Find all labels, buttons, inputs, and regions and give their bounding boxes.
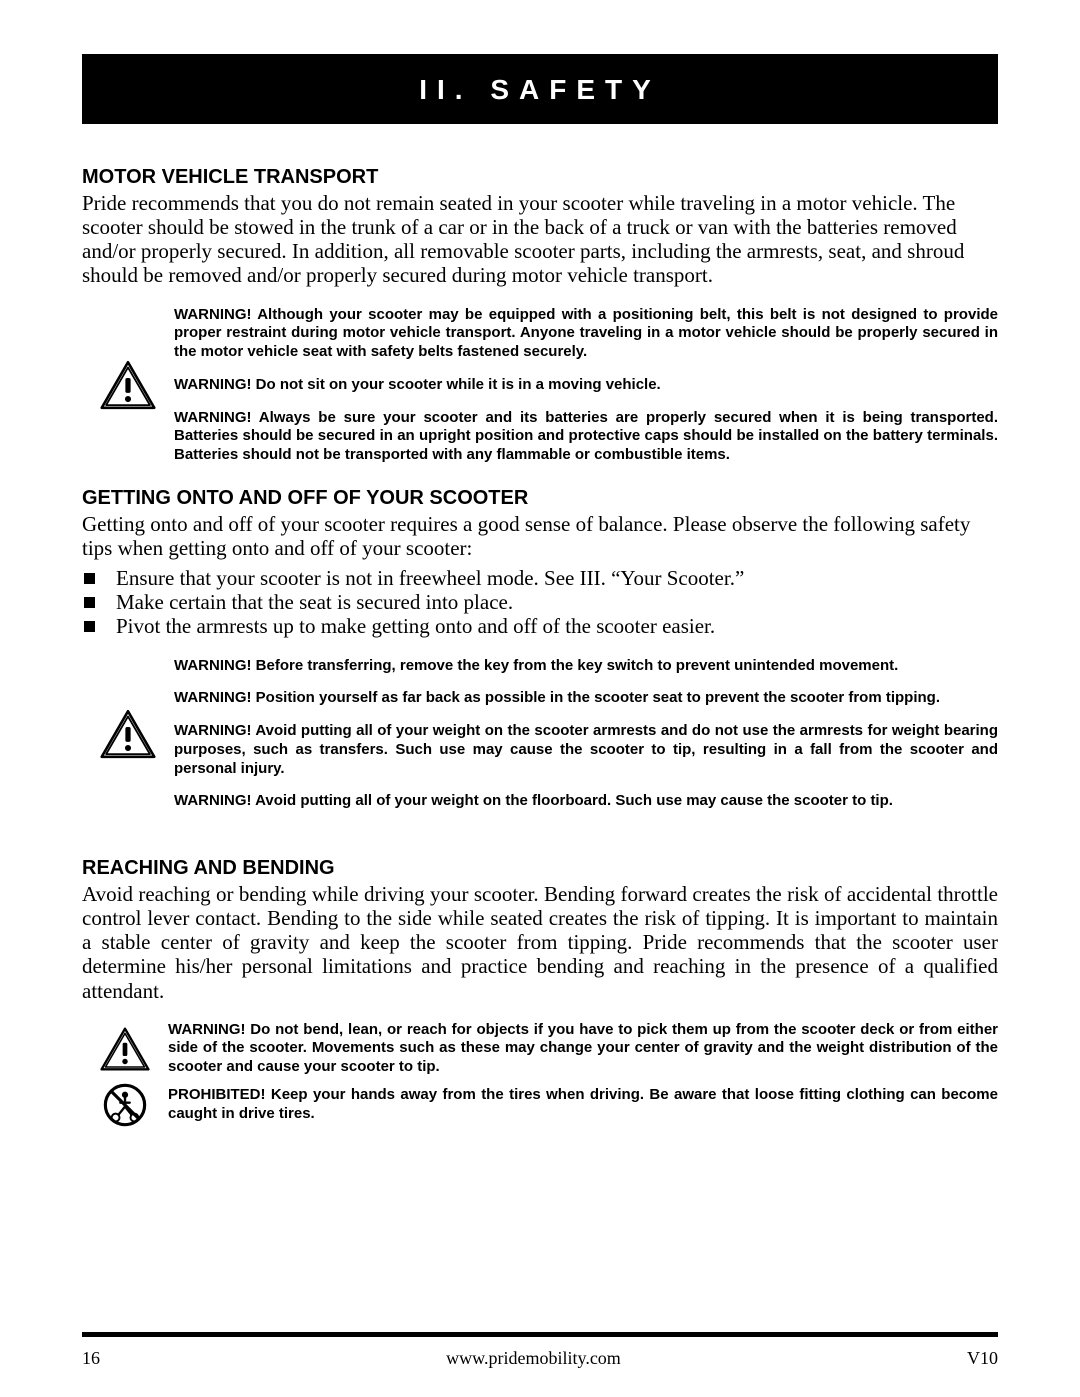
heading-motor-transport: MOTOR VEHICLE TRANSPORT bbox=[82, 166, 998, 189]
warning-triangle-icon bbox=[100, 1027, 150, 1071]
footer-url: www.pridemobility.com bbox=[446, 1348, 621, 1369]
prohibited-row: PROHIBITED! Keep your hands away from th… bbox=[100, 1083, 998, 1127]
warning-row: WARNING! Do not bend, lean, or reach for… bbox=[100, 1021, 998, 1077]
warning-text: WARNING! Before transferring, remove the… bbox=[174, 657, 998, 676]
warning-text: WARNING! Do not sit on your scooter whil… bbox=[174, 376, 998, 395]
footer-version: V10 bbox=[967, 1348, 998, 1369]
manual-page: II. SAFETY MOTOR VEHICLE TRANSPORT Pride… bbox=[0, 0, 1080, 1397]
page-number: 16 bbox=[82, 1348, 100, 1369]
warning-block-reaching: WARNING! Do not bend, lean, or reach for… bbox=[100, 1021, 998, 1127]
warning-triangle-icon bbox=[100, 709, 156, 759]
warning-text: WARNING! Although your scooter may be eq… bbox=[174, 306, 998, 362]
bullet-item: Ensure that your scooter is not in freew… bbox=[82, 566, 998, 590]
warning-text: WARNING! Avoid putting all of your weigh… bbox=[174, 722, 998, 778]
heading-getting-on-off: GETTING ONTO AND OFF OF YOUR SCOOTER bbox=[82, 487, 998, 510]
body-reaching-bending: Avoid reaching or bending while driving … bbox=[82, 882, 998, 1003]
warning-texts-motor: WARNING! Although your scooter may be eq… bbox=[174, 306, 998, 465]
warning-text: WARNING! Do not bend, lean, or reach for… bbox=[168, 1021, 998, 1077]
bullet-item: Make certain that the seat is secured in… bbox=[82, 590, 998, 614]
warning-triangle-icon bbox=[100, 360, 156, 410]
warning-texts-getting: WARNING! Before transferring, remove the… bbox=[174, 657, 998, 812]
footer-rule bbox=[82, 1332, 998, 1337]
page-footer: 16 www.pridemobility.com V10 bbox=[82, 1348, 998, 1369]
prohibited-circle-icon bbox=[100, 1083, 150, 1127]
section-banner: II. SAFETY bbox=[82, 54, 998, 124]
warning-text: WARNING! Avoid putting all of your weigh… bbox=[174, 792, 998, 811]
warning-text: WARNING! Position yourself as far back a… bbox=[174, 689, 998, 708]
warning-block-motor: WARNING! Although your scooter may be eq… bbox=[100, 306, 998, 465]
body-motor-transport: Pride recommends that you do not remain … bbox=[82, 191, 998, 288]
heading-reaching-bending: REACHING AND BENDING bbox=[82, 857, 998, 880]
prohibited-text: PROHIBITED! Keep your hands away from th… bbox=[168, 1086, 998, 1124]
bullet-list-getting: Ensure that your scooter is not in freew… bbox=[82, 566, 998, 638]
bullet-item: Pivot the armrests up to make getting on… bbox=[82, 614, 998, 638]
warning-block-getting: WARNING! Before transferring, remove the… bbox=[100, 657, 998, 812]
body-getting-on-off: Getting onto and off of your scooter req… bbox=[82, 512, 998, 560]
warning-text: WARNING! Always be sure your scooter and… bbox=[174, 409, 998, 465]
